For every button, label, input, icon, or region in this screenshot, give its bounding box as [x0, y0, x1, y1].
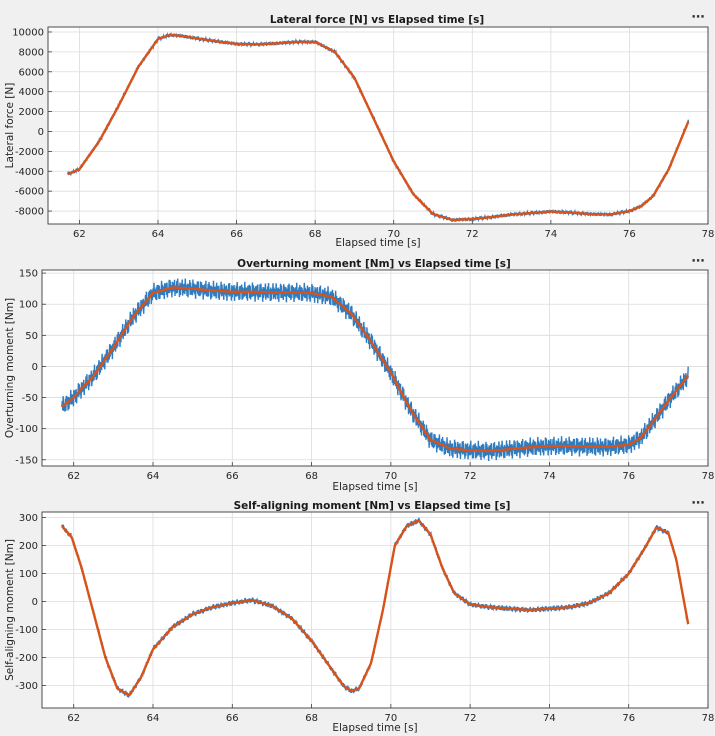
- y-tick-label: 2000: [19, 107, 44, 118]
- x-tick-label: 68: [305, 471, 318, 482]
- y-tick-label: 10000: [12, 27, 44, 38]
- x-tick-label: 72: [466, 229, 479, 240]
- x-tick-label: 74: [544, 229, 557, 240]
- x-axis-label: Elapsed time [s]: [332, 481, 417, 493]
- y-tick-label: 300: [19, 513, 38, 524]
- more-options-icon[interactable]: ⋯: [692, 10, 705, 25]
- y-tick-label: 50: [25, 331, 38, 342]
- self-aligning-moment-panel: ⋯ Self-aligning moment [Nm] vs Elapsed t…: [4, 496, 714, 734]
- x-tick-label: 70: [384, 471, 397, 482]
- y-tick-label: 0: [38, 127, 44, 138]
- x-tick-label: 78: [702, 713, 715, 724]
- y-tick-label: -150: [15, 455, 38, 466]
- x-tick-label: 66: [226, 471, 239, 482]
- x-tick-label: 70: [387, 229, 400, 240]
- filtered-series-line: [61, 286, 690, 453]
- y-tick-label: 0: [32, 597, 38, 608]
- x-tick-label: 70: [384, 713, 397, 724]
- x-tick-label: 64: [147, 471, 160, 482]
- x-tick-label: 68: [309, 229, 322, 240]
- more-options-icon[interactable]: ⋯: [692, 254, 705, 269]
- y-tick-label: 6000: [19, 67, 44, 78]
- y-tick-label: 8000: [19, 47, 44, 58]
- chart-title: Self-aligning moment [Nm] vs Elapsed tim…: [234, 500, 511, 512]
- y-axis-label: Self-aligning moment [Nm]: [4, 539, 16, 681]
- y-tick-label: 200: [19, 541, 38, 552]
- filtered-series-line: [67, 33, 690, 222]
- x-tick-label: 68: [305, 713, 318, 724]
- axes-frame: [47, 26, 709, 225]
- raw-series-line: [61, 278, 689, 461]
- y-tick-label: 0: [32, 362, 38, 373]
- tick-labels: 62 64 66 68 70 72 74 76 78 -150 -100 -50 0 50 100 150: [15, 269, 714, 482]
- chart-title: Lateral force [N] vs Elapsed time [s]: [270, 14, 484, 26]
- x-tick-label: 72: [464, 471, 477, 482]
- x-tick-label: 74: [543, 713, 556, 724]
- y-tick-label: 150: [19, 269, 38, 280]
- x-tick-label: 72: [464, 713, 477, 724]
- x-tick-label: 62: [67, 713, 80, 724]
- y-axis-label: Overturning moment [Nm]: [4, 298, 16, 438]
- y-tick-label: -200: [15, 653, 38, 664]
- y-tick-label: -2000: [15, 147, 44, 158]
- plot-area[interactable]: [42, 512, 708, 708]
- x-tick-label: 76: [622, 713, 635, 724]
- axes-frame: [41, 269, 709, 467]
- lateral-force-panel: ⋯ Lateral force [N] vs Elapsed time [s] …: [4, 10, 714, 249]
- y-tick-label: 100: [19, 300, 38, 311]
- chart-title: Overturning moment [Nm] vs Elapsed time …: [237, 258, 511, 270]
- x-tick-label: 66: [226, 713, 239, 724]
- axes-frame: [41, 511, 709, 709]
- x-axis-label: Elapsed time [s]: [332, 722, 417, 734]
- data-series: [66, 31, 690, 223]
- x-tick-label: 76: [623, 229, 636, 240]
- grid: [42, 270, 709, 466]
- plot-area[interactable]: [42, 270, 708, 466]
- x-tick-label: 74: [543, 471, 556, 482]
- y-axis-label: Lateral force [N]: [4, 83, 16, 169]
- data-series: [61, 278, 690, 461]
- tick-labels: 62 64 66 68 70 72 74 76 78 -300 -200 -100 0 100 200 300: [15, 513, 714, 724]
- x-tick-label: 78: [702, 471, 715, 482]
- x-tick-label: 76: [622, 471, 635, 482]
- more-options-icon[interactable]: ⋯: [692, 496, 705, 511]
- y-tick-label: 4000: [19, 87, 44, 98]
- data-series: [60, 517, 690, 698]
- y-tick-label: -100: [15, 424, 38, 435]
- x-tick-label: 64: [147, 713, 160, 724]
- y-tick-label: -300: [15, 681, 38, 692]
- x-tick-label: 66: [230, 229, 243, 240]
- grid: [48, 27, 709, 224]
- x-tick-label: 62: [67, 471, 80, 482]
- x-tick-label: 78: [702, 229, 715, 240]
- x-axis-label: Elapsed time [s]: [335, 237, 420, 249]
- y-tick-label: -100: [15, 625, 38, 636]
- x-tick-label: 62: [73, 229, 86, 240]
- x-tick-label: 64: [152, 229, 165, 240]
- filtered-series-line: [60, 519, 690, 697]
- y-tick-label: -8000: [15, 207, 44, 218]
- y-tick-label: 100: [19, 569, 38, 580]
- overturning-moment-panel: ⋯ Overturning moment [Nm] vs Elapsed tim…: [4, 254, 714, 493]
- y-tick-label: -6000: [15, 187, 44, 198]
- y-tick-label: -4000: [15, 167, 44, 178]
- tick-labels: 62 64 66 68 70 72 74 76 78 -8000 -6000 -4000 -2000 0 2…: [12, 27, 714, 240]
- y-tick-label: -50: [22, 393, 38, 404]
